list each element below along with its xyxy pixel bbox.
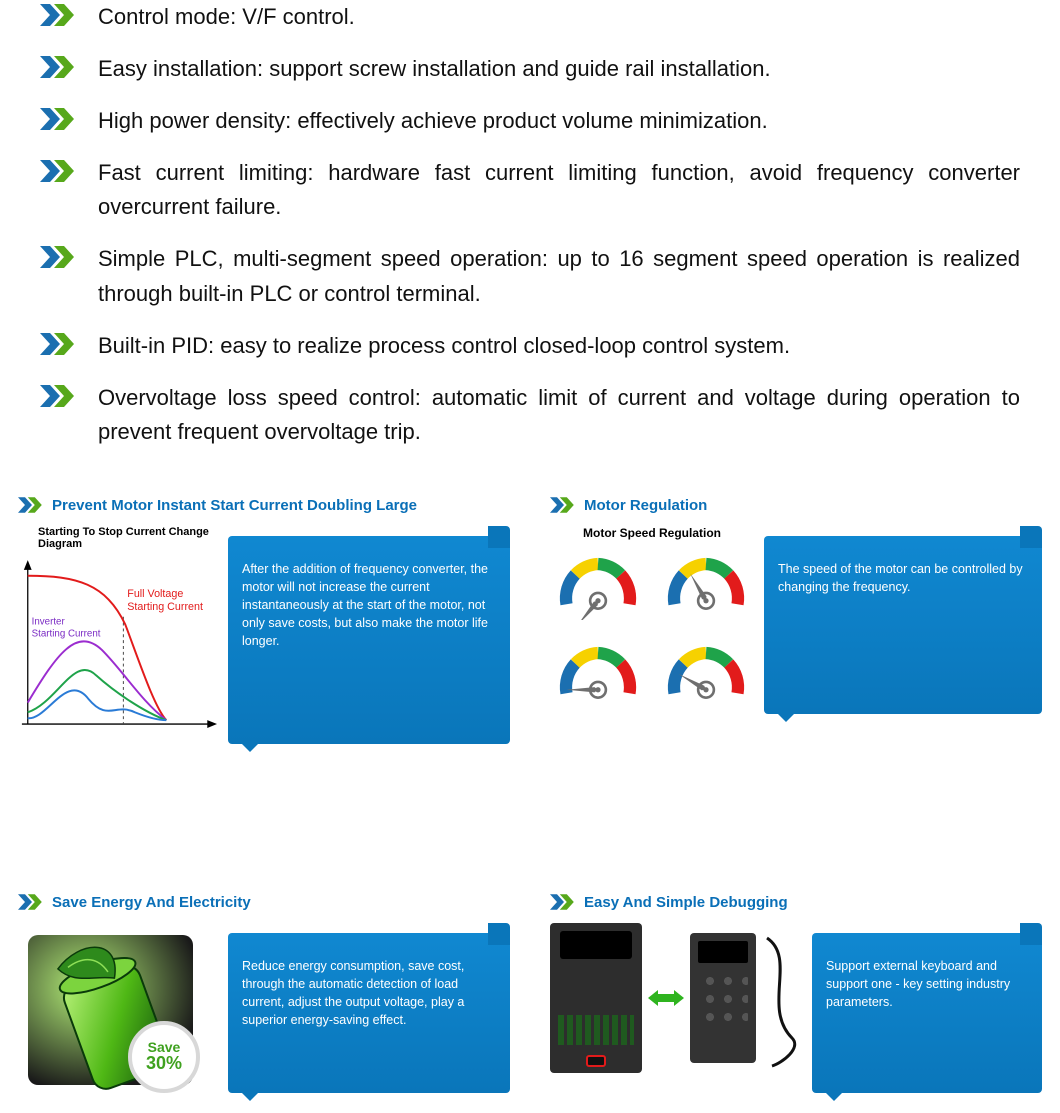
svg-text:Starting Current: Starting Current	[32, 628, 101, 639]
gauge	[662, 550, 750, 625]
feature-item: Simple PLC, multi-segment speed operatio…	[40, 242, 1020, 310]
cards-grid: Prevent Motor Instant Start Current Doub…	[0, 497, 1060, 1113]
chevron-icon	[40, 4, 80, 28]
card-title: Save Energy And Electricity	[52, 894, 251, 911]
callout: After the addition of frequency converte…	[228, 536, 510, 744]
external-keypad	[690, 933, 756, 1063]
feature-text: Fast current limiting: hardware fast cur…	[98, 156, 1020, 224]
device-graphic	[550, 923, 802, 1093]
feature-text: Overvoltage loss speed control: automati…	[98, 381, 1020, 449]
feature-item: Control mode: V/F control.	[40, 0, 1020, 34]
feature-item: Easy installation: support screw install…	[40, 52, 1020, 86]
card-debug: Easy And Simple Debugging Support extern…	[550, 894, 1042, 1093]
chevron-icon	[40, 385, 80, 409]
card-title: Motor Regulation	[584, 497, 707, 514]
curve-blue	[28, 690, 167, 720]
feature-item: Overvoltage loss speed control: automati…	[40, 381, 1020, 449]
vfd-unit	[550, 923, 642, 1073]
chevron-icon	[18, 497, 46, 513]
feature-text: Simple PLC, multi-segment speed operatio…	[98, 242, 1020, 310]
card-energy: Save Energy And Electricity	[18, 894, 510, 1093]
cable	[762, 928, 802, 1068]
feature-item: Fast current limiting: hardware fast cur…	[40, 156, 1020, 224]
chart-starting-current: Starting To Stop Current Change Diagram	[18, 526, 218, 744]
callout: The speed of the motor can be controlled…	[764, 536, 1042, 714]
chevron-icon	[40, 246, 80, 270]
card-prevent: Prevent Motor Instant Start Current Doub…	[18, 497, 510, 744]
feature-item: High power density: effectively achieve …	[40, 104, 1020, 138]
chevron-icon	[40, 160, 80, 184]
chart-title: Starting To Stop Current Change Diagram	[38, 526, 218, 550]
gauge	[554, 550, 642, 625]
feature-text: Control mode: V/F control.	[98, 0, 355, 34]
feature-text: Easy installation: support screw install…	[98, 52, 771, 86]
feature-item: Built-in PID: easy to realize process co…	[40, 329, 1020, 363]
chevron-icon	[550, 894, 578, 910]
chevron-icon	[40, 56, 80, 80]
svg-text:Starting Current: Starting Current	[127, 601, 203, 613]
svg-text:Inverter: Inverter	[32, 616, 66, 627]
gauges: Motor Speed Regulation	[550, 526, 754, 714]
feature-list: Control mode: V/F control. Easy installa…	[0, 0, 1060, 497]
chevron-icon	[550, 497, 578, 513]
gauge	[554, 639, 642, 714]
battery-graphic: Save 30%	[18, 923, 218, 1093]
card-title: Prevent Motor Instant Start Current Doub…	[52, 497, 417, 514]
save-badge: Save 30%	[128, 1021, 200, 1093]
card-title: Easy And Simple Debugging	[584, 894, 788, 911]
svg-text:Full Voltage: Full Voltage	[127, 588, 183, 600]
gauges-subtitle: Motor Speed Regulation	[550, 526, 754, 540]
chevron-icon	[40, 333, 80, 357]
callout: Support external keyboard and support on…	[812, 933, 1042, 1093]
callout: Reduce energy consumption, save cost, th…	[228, 933, 510, 1093]
double-arrow-icon	[648, 988, 684, 1008]
card-regulation: Motor Regulation Motor Speed Regulation	[550, 497, 1042, 744]
feature-text: Built-in PID: easy to realize process co…	[98, 329, 790, 363]
feature-text: High power density: effectively achieve …	[98, 104, 768, 138]
gauge	[662, 639, 750, 714]
chevron-icon	[18, 894, 46, 910]
chevron-icon	[40, 108, 80, 132]
